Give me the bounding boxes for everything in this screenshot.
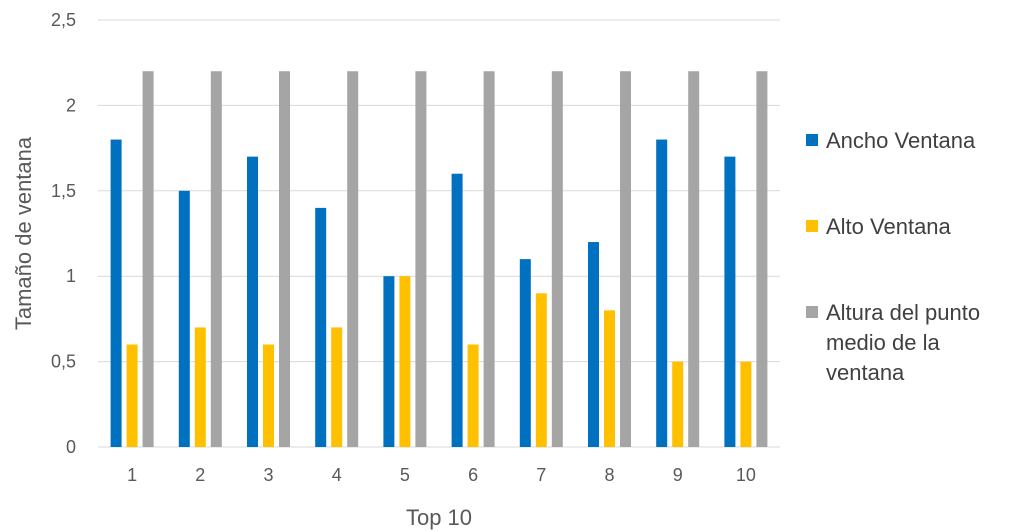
bar-ancho-3 xyxy=(247,156,258,447)
bar-ancho-10 xyxy=(724,156,736,447)
x-tick-label: 2 xyxy=(195,465,205,485)
y-tick-label: 0 xyxy=(66,437,76,457)
x-axis-title: Top 10 xyxy=(406,505,472,530)
bar-alto-2 xyxy=(194,327,206,447)
legend-swatch xyxy=(806,220,818,232)
bar-ancho-6 xyxy=(451,173,463,447)
bar-ancho-4 xyxy=(315,207,327,447)
x-tick-label: 9 xyxy=(673,465,683,485)
bar-alto-9 xyxy=(672,361,684,447)
bar-alto-4 xyxy=(331,327,343,447)
bar-alto-6 xyxy=(467,344,479,447)
y-tick-label: 2 xyxy=(66,95,76,115)
bar-altura-10 xyxy=(756,71,768,448)
legend-label: ventana xyxy=(826,360,905,385)
x-tick-label: 6 xyxy=(468,465,478,485)
legend-label: Alto Ventana xyxy=(826,214,952,239)
y-axis-ticks: 0 0,5 1 1,5 2 2,5 xyxy=(51,10,76,457)
bar-altura-7 xyxy=(551,71,563,448)
y-axis-title: Tamaño de ventana xyxy=(11,136,36,330)
bar-alto-7 xyxy=(535,293,547,447)
bar-altura-1 xyxy=(142,71,154,448)
bars xyxy=(110,71,768,448)
bar-ancho-8 xyxy=(588,242,599,447)
bar-ancho-2 xyxy=(178,190,190,448)
x-tick-label: 1 xyxy=(127,465,137,485)
legend: Ancho Ventana Alto Ventana Altura del punt… xyxy=(806,128,980,385)
bar-altura-2 xyxy=(210,71,222,448)
x-tick-label: 4 xyxy=(332,465,342,485)
bar-altura-4 xyxy=(347,71,359,448)
bar-alto-3 xyxy=(263,344,274,447)
bar-altura-9 xyxy=(688,71,700,448)
legend-label: medio de la xyxy=(826,330,941,355)
bar-altura-5 xyxy=(415,71,427,448)
legend-swatch xyxy=(806,306,818,318)
x-tick-label: 5 xyxy=(400,465,410,485)
bar-alto-1 xyxy=(126,344,138,447)
bar-altura-6 xyxy=(483,71,495,448)
y-tick-label: 0,5 xyxy=(51,352,76,372)
bar-alto-8 xyxy=(604,310,615,447)
x-tick-label: 3 xyxy=(263,465,273,485)
x-tick-label: 10 xyxy=(736,465,756,485)
bar-alto-5 xyxy=(399,276,411,447)
x-tick-label: 7 xyxy=(536,465,546,485)
bar-ancho-7 xyxy=(519,259,531,447)
y-tick-label: 1 xyxy=(66,266,76,286)
bar-ancho-9 xyxy=(656,139,668,447)
bar-altura-3 xyxy=(279,71,290,448)
bar-altura-8 xyxy=(620,71,631,448)
x-axis-ticks: 1 2 3 4 5 6 7 8 9 10 xyxy=(127,465,756,485)
y-tick-label: 2,5 xyxy=(51,10,76,30)
legend-swatch xyxy=(806,134,818,146)
bar-ancho-1 xyxy=(110,139,122,447)
y-tick-label: 1,5 xyxy=(51,181,76,201)
bar-alto-10 xyxy=(740,361,752,447)
legend-label: Ancho Ventana xyxy=(826,128,976,153)
legend-label: Altura del punto xyxy=(826,300,980,325)
x-tick-label: 8 xyxy=(604,465,614,485)
bar-ancho-5 xyxy=(383,276,395,447)
